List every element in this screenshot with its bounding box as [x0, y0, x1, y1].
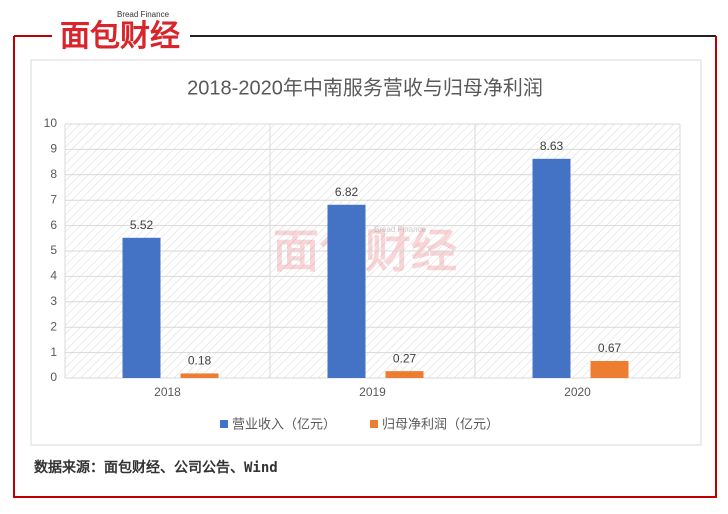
y-tick-label: 2	[50, 319, 57, 333]
y-tick-label: 6	[50, 218, 57, 232]
x-tick-label: 2020	[564, 385, 591, 399]
bar	[122, 237, 161, 378]
logo: 面包财经	[60, 19, 180, 53]
y-tick-label: 4	[50, 269, 57, 283]
data-label: 0.18	[188, 354, 212, 368]
legend-swatch	[220, 420, 228, 428]
bar	[590, 360, 629, 378]
y-tick-label: 8	[50, 167, 57, 181]
bar	[327, 204, 366, 378]
frame	[13, 36, 717, 498]
data-label: 0.27	[393, 351, 417, 365]
logo-subtext: Bread Finance	[117, 10, 170, 19]
y-tick-label: 5	[50, 243, 57, 257]
bar	[532, 158, 571, 378]
legend-label: 营业收入（亿元）	[232, 416, 336, 431]
data-label: 6.82	[335, 185, 359, 199]
legend-swatch	[370, 420, 378, 428]
y-tick-label: 7	[50, 192, 57, 206]
x-tick-label: 2018	[154, 385, 181, 399]
watermark-subtext: Bread Finance	[374, 225, 427, 234]
bar	[385, 371, 424, 378]
legend-label: 归母净利润（亿元）	[382, 416, 499, 431]
data-label: 5.52	[130, 218, 154, 232]
x-tick-label: 2019	[359, 385, 386, 399]
y-tick-label: 9	[50, 142, 57, 156]
bar	[180, 373, 219, 378]
source: 数据来源：面包财经、公司公告、Wind	[34, 459, 278, 476]
y-tick-label: 3	[50, 294, 57, 308]
y-tick-label: 1	[50, 345, 57, 359]
y-tick-label: 10	[44, 116, 58, 130]
chart-title: 2018-2020年中南服务营收与归母净利润	[187, 76, 543, 99]
y-tick-label: 0	[50, 370, 57, 384]
data-label: 8.63	[540, 139, 564, 153]
data-label: 0.67	[598, 341, 622, 355]
